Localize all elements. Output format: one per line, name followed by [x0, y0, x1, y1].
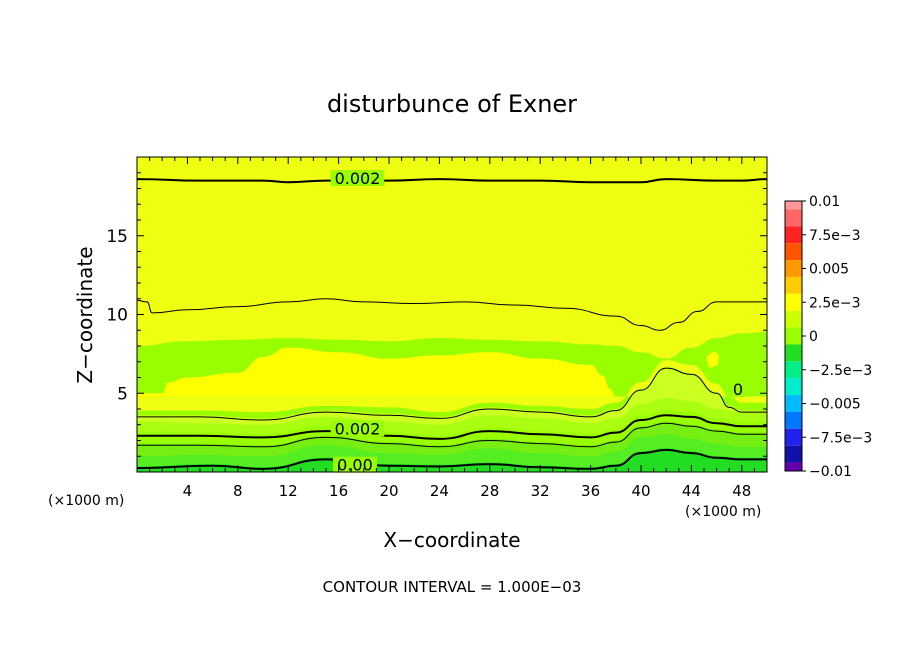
- colorbar-label: 0: [809, 329, 818, 345]
- contour-patch: [706, 350, 720, 369]
- contour-line: [137, 422, 767, 448]
- colorbar-swatch: [785, 310, 802, 328]
- contour-line: [137, 414, 767, 440]
- colorbar-label: −2.5e−3: [809, 363, 872, 379]
- colorbar-label: 7.5e−3: [809, 228, 861, 244]
- contour-line: [137, 367, 767, 421]
- contour-line: [137, 448, 767, 470]
- y-tick-label: 5: [117, 384, 128, 404]
- colorbar-swatch: [785, 293, 802, 311]
- colorbar-label: 0.005: [809, 262, 849, 278]
- x-tick-label: 8: [233, 482, 243, 500]
- colorbar-swatch: [785, 276, 802, 294]
- contour-label-bg: [330, 170, 385, 187]
- x-tick-label: 32: [531, 482, 550, 500]
- colorbar-swatch: [785, 327, 802, 345]
- x-tick-label: 44: [682, 482, 701, 500]
- colorbar-swatch: [785, 378, 802, 396]
- chart-title: disturbunce of Exner: [327, 90, 577, 118]
- y-axis: 5 10 15: [106, 172, 767, 457]
- colorbar-swatch: [785, 243, 802, 261]
- colorbar-swatch: [785, 361, 802, 379]
- colorbar-swatch: [785, 411, 802, 429]
- x-axis: 4 8 12 16 20 24 28 32 36 40 44 48: [149, 157, 755, 500]
- colorbar-swatch: [785, 395, 802, 412]
- colorbar-swatch: [785, 445, 802, 463]
- x-tick-label: 48: [732, 482, 751, 500]
- colorbar-swatch: [785, 428, 802, 446]
- x-tick-label: 12: [279, 482, 298, 500]
- x-tick-label: 24: [430, 482, 449, 500]
- colorbar-label: −0.005: [809, 397, 861, 413]
- colorbar: 0.01 7.5e−3 0.005 2.5e−3 0 −2.5e−3 −0.005 −7.5e…: [784, 194, 872, 480]
- contour-label: 0.002: [335, 419, 381, 438]
- contour-label-bg: [730, 381, 746, 398]
- colorbar-label: −7.5e−3: [809, 430, 872, 446]
- colorbar-swatch: [785, 201, 802, 210]
- contour-label-bg: [332, 456, 377, 473]
- contour-bands: [137, 157, 767, 472]
- contour-label-bg: [330, 420, 385, 437]
- colorbar-swatch: [785, 209, 802, 227]
- colorbar-label: −0.01: [809, 464, 852, 480]
- contour-band: [137, 360, 767, 413]
- contour-lines: [137, 178, 767, 470]
- y-tick-label: 10: [106, 306, 128, 326]
- colorbar-swatch: [785, 462, 802, 471]
- x-unit-right: (×1000 m): [685, 504, 761, 520]
- contour-line: [137, 298, 767, 331]
- x-tick-label: 36: [581, 482, 600, 500]
- contour-line: [137, 178, 767, 184]
- colorbar-label: 2.5e−3: [809, 295, 861, 311]
- y-axis-label: Z−coordinate: [73, 246, 97, 383]
- x-unit-left: (×1000 m): [48, 493, 124, 509]
- contour-label: 0.002: [335, 169, 381, 188]
- colorbar-swatch: [785, 344, 802, 362]
- contour-interval-note: CONTOUR INTERVAL = 1.000E−03: [323, 578, 582, 596]
- contour-band: [137, 347, 767, 397]
- x-tick-label: 4: [183, 482, 193, 500]
- x-tick-label: 28: [480, 482, 499, 500]
- x-axis-label: X−coordinate: [383, 528, 520, 552]
- x-tick-label: 20: [379, 482, 398, 500]
- y-tick-label: 15: [106, 227, 128, 247]
- colorbar-swatch: [785, 226, 802, 244]
- colorbar-swatch: [785, 260, 802, 277]
- contour-label: 0: [733, 380, 743, 399]
- contour-band: [137, 157, 767, 359]
- x-tick-label: 16: [329, 482, 348, 500]
- x-tick-label: 40: [631, 482, 650, 500]
- colorbar-label: 0.01: [809, 194, 840, 210]
